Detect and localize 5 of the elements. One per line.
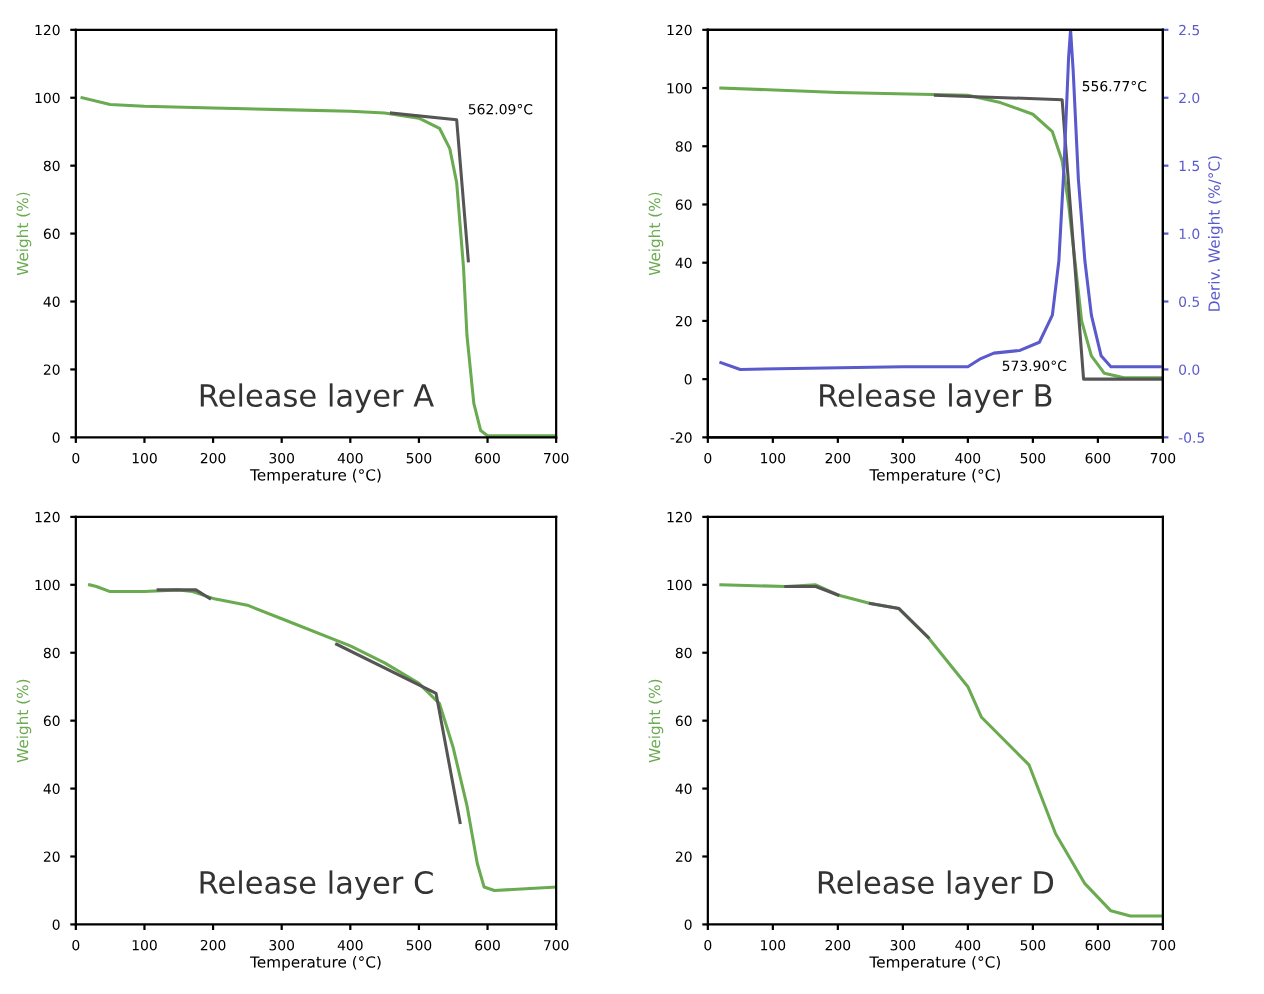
- line-series: [80, 96, 557, 438]
- text: Release layer D: [818, 870, 1054, 900]
- text: Release layer C: [200, 870, 433, 900]
- text: Release layer B: [820, 383, 1052, 413]
- text: Release layer A: [200, 383, 434, 413]
